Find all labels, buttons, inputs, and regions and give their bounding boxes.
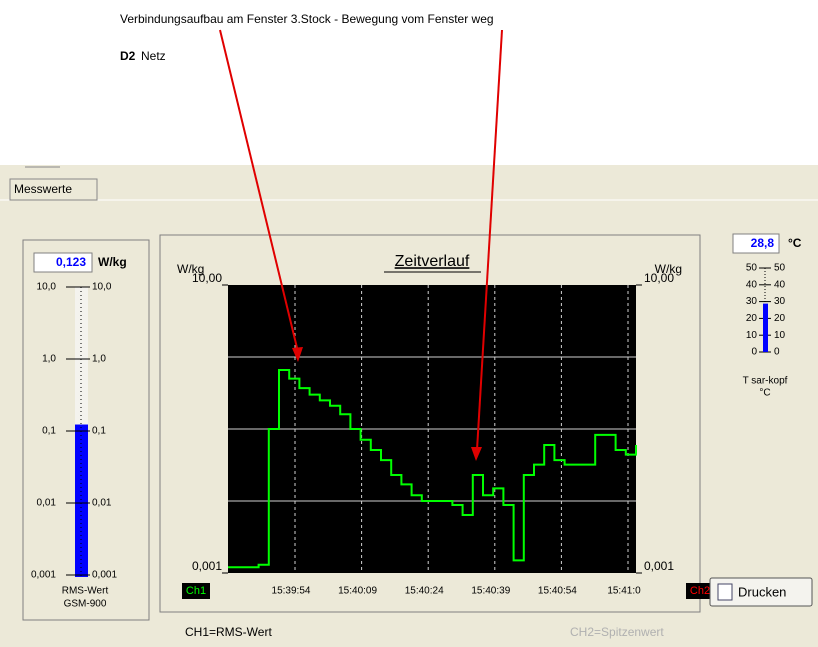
y-tick-label: 10,00 — [192, 271, 222, 285]
legend-ch1: Ch1 — [186, 585, 206, 597]
temp-label: °C — [759, 388, 770, 399]
thermo-tick-label: 20 — [774, 313, 786, 324]
chart-panel — [159, 234, 701, 613]
gauge-bar — [75, 424, 88, 577]
gauge-panel — [22, 239, 150, 621]
legend-ch2: Ch2 — [690, 585, 710, 597]
gauge-tick-label: 1,0 — [92, 354, 106, 365]
thermo-tick-label: 50 — [746, 263, 758, 274]
x-tick-label: 15:40:39 — [471, 586, 510, 597]
x-tick-label: 15:40:54 — [538, 586, 577, 597]
ch1-box — [182, 583, 210, 599]
print-button-label[interactable]: Drucken — [738, 584, 786, 599]
thermo-tick-label: 10 — [774, 330, 786, 341]
print-button[interactable] — [709, 577, 813, 607]
legend-text: CH1=RMS-Wert — [185, 625, 272, 639]
chart-title: Zeitverlauf — [395, 253, 470, 270]
line-series — [228, 368, 637, 569]
thermo-tick-label: 10 — [746, 330, 758, 341]
x-tick-label: 15:40:24 — [405, 586, 444, 597]
annotation-line1: Verbindungsaufbau am Fenster 3.Stock - B… — [120, 12, 494, 26]
gauge-value: 0,123 — [56, 255, 86, 269]
tab-label[interactable]: Messwerte — [14, 182, 72, 196]
thermo-tick-label: 40 — [774, 279, 786, 290]
y-tick-label: 0,001 — [192, 559, 222, 573]
thermo-tick-label: 50 — [774, 263, 786, 274]
gauge-tick-label: 0,001 — [92, 570, 117, 581]
temp-value-box — [732, 233, 780, 254]
tab[interactable] — [9, 178, 98, 201]
gauge-tick-label: 10,0 — [92, 282, 112, 293]
x-tick-label: 15:40:09 — [338, 586, 377, 597]
arrowhead — [471, 447, 482, 461]
annotation-bold: D2 — [120, 49, 136, 63]
temp-value: 28,8 — [751, 236, 775, 250]
thermo-tick-label: 40 — [746, 279, 758, 290]
gauge-tick-label: 10,0 — [37, 282, 57, 293]
gauge-tick-label: 0,001 — [31, 570, 56, 581]
legend-text: CH2=Spitzenwert — [570, 625, 664, 639]
x-tick-label: 15:41:0 — [607, 586, 641, 597]
gauge-tick-label: 0,1 — [42, 426, 56, 437]
print-icon[interactable] — [717, 583, 733, 601]
ch2-box — [686, 583, 714, 599]
thermo-tick-label: 30 — [746, 296, 758, 307]
thermo-tick-label: 20 — [746, 313, 758, 324]
arrow — [219, 29, 299, 353]
thermo-tick-label: 0 — [774, 347, 780, 358]
thermo-tick-label: 0 — [751, 347, 757, 358]
y2-axis-label: W/kg — [655, 262, 682, 276]
gauge-value-box — [33, 252, 93, 273]
gauge-tick-label: 0,01 — [37, 498, 57, 509]
y-axis-label: W/kg — [177, 262, 204, 276]
gauge-tick-label: 0,01 — [92, 498, 112, 509]
thermo-bar — [763, 303, 768, 352]
annotation-line2: Netz — [141, 49, 166, 63]
arrow — [476, 29, 503, 451]
thermo-tick-label: 30 — [774, 296, 786, 307]
gauge-tick-label: 1,0 — [42, 354, 56, 365]
gauge-unit: W/kg — [98, 255, 127, 269]
gauge-tick-label: 0,1 — [92, 426, 106, 437]
temp-unit: °C — [788, 236, 802, 250]
gauge-label: GSM-900 — [64, 599, 107, 610]
x-tick-label: 15:39:54 — [272, 586, 311, 597]
arrowhead — [292, 347, 303, 362]
temp-label: T sar-kopf — [743, 376, 788, 387]
gauge-label: RMS-Wert — [62, 586, 109, 597]
y2-tick-label: 10,00 — [644, 271, 674, 285]
y2-tick-label: 0,001 — [644, 559, 674, 573]
